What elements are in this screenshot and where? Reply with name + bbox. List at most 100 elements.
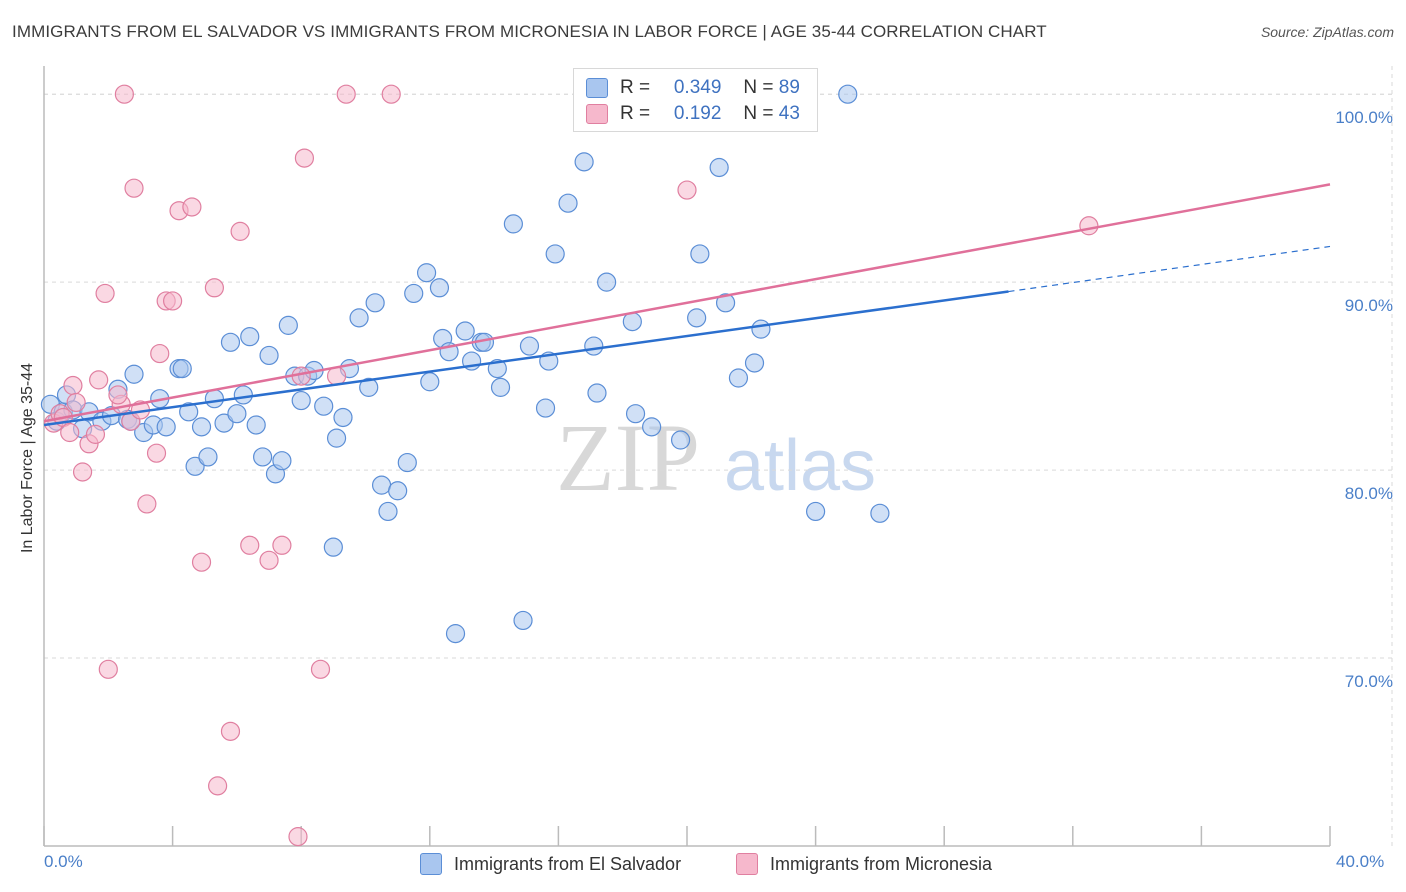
point-el-salvador — [378, 501, 398, 522]
source-label: Source: ZipAtlas.com — [1260, 24, 1394, 40]
bottom-legend-swatch-blue — [420, 853, 442, 875]
point-micronesia — [240, 535, 260, 555]
point-micronesia — [288, 827, 308, 847]
trend-line-el-salvador-extension — [1008, 245, 1331, 293]
point-el-salvador — [429, 278, 450, 298]
point-el-salvador — [397, 452, 417, 473]
point-micronesia — [336, 84, 356, 104]
point-el-salvador — [420, 372, 440, 392]
point-el-salvador — [333, 407, 353, 428]
point-micronesia — [98, 659, 118, 679]
legend-n-label: N = — [743, 103, 774, 124]
point-el-salvador — [214, 413, 234, 433]
point-micronesia — [163, 291, 183, 311]
point-el-salvador — [233, 385, 253, 405]
chart-title: IMMIGRANTS FROM EL SALVADOR VS IMMIGRANT… — [12, 22, 1047, 41]
point-el-salvador — [545, 244, 565, 264]
point-micronesia — [220, 721, 241, 741]
point-el-salvador — [246, 415, 266, 435]
legend-n-value: 43 — [778, 103, 800, 124]
point-el-salvador — [670, 430, 691, 450]
bottom-legend-micronesia: Immigrants from Micronesia — [736, 852, 992, 876]
point-el-salvador — [404, 283, 424, 304]
point-el-salvador — [715, 293, 736, 313]
point-micronesia — [114, 84, 134, 104]
legend-swatch-pink — [586, 104, 608, 124]
trend-lines — [43, 183, 1331, 427]
point-micronesia — [182, 197, 202, 217]
point-el-salvador — [535, 398, 556, 418]
gridlines — [44, 66, 1393, 846]
x-tick-label-max: 40.0% — [1336, 852, 1385, 871]
point-el-salvador — [323, 537, 343, 557]
bottom-legend-label: Immigrants from El Salvador — [454, 853, 682, 874]
point-micronesia — [137, 494, 157, 514]
point-el-salvador — [185, 456, 205, 476]
point-el-salvador — [751, 319, 771, 339]
point-el-salvador — [326, 428, 347, 448]
legend-r-value: 0.192 — [673, 103, 722, 124]
legend-n-label: N = — [743, 77, 774, 98]
point-el-salvador — [204, 389, 224, 409]
point-el-salvador — [455, 321, 475, 341]
point-el-salvador — [838, 84, 858, 104]
point-el-salvador — [198, 447, 218, 467]
point-el-salvador — [558, 193, 578, 213]
legend-n-value: 89 — [778, 77, 800, 98]
point-el-salvador — [574, 152, 594, 172]
watermark-atlas: atlas — [724, 426, 876, 506]
correlation-legend: R = 0.349 N = 89 R = 0.192 N = 43 — [573, 68, 818, 132]
point-el-salvador — [124, 364, 144, 384]
point-el-salvador — [359, 377, 379, 397]
point-micronesia — [677, 180, 697, 200]
bottom-legend-el-salvador: Immigrants from El Salvador — [420, 852, 681, 876]
point-micronesia — [60, 422, 80, 443]
point-el-salvador — [227, 404, 247, 424]
legend-r-label: R = — [620, 77, 651, 98]
legend-row-el-salvador: R = 0.349 N = 89 — [586, 77, 800, 99]
point-micronesia — [89, 370, 109, 390]
y-tick-label: 70.0% — [1344, 672, 1393, 692]
series-el-salvador-points — [40, 84, 890, 644]
point-micronesia — [146, 443, 167, 463]
point-el-salvador — [272, 451, 292, 471]
point-micronesia — [381, 84, 401, 104]
bottom-legend-swatch-pink — [736, 853, 758, 875]
point-micronesia — [310, 659, 331, 679]
watermark: ZIP atlas — [556, 404, 876, 511]
point-el-salvador — [744, 353, 765, 373]
watermark-zip: ZIP — [556, 404, 700, 511]
point-el-salvador — [371, 475, 392, 495]
point-el-salvador — [584, 336, 604, 356]
point-el-salvador — [805, 501, 826, 522]
legend-r-label: R = — [620, 103, 651, 124]
point-micronesia — [72, 462, 93, 482]
series-micronesia-points — [44, 84, 1099, 847]
point-micronesia — [63, 375, 83, 396]
point-el-salvador — [278, 315, 298, 335]
point-el-salvador — [253, 447, 273, 467]
point-el-salvador — [690, 244, 710, 264]
point-el-salvador — [728, 368, 749, 388]
point-micronesia — [294, 148, 315, 168]
point-el-salvador — [191, 417, 212, 437]
x-tick-label-min: 0.0% — [44, 852, 83, 871]
point-el-salvador — [490, 377, 511, 397]
point-micronesia — [204, 278, 224, 298]
point-el-salvador — [240, 327, 260, 347]
point-el-salvador — [503, 214, 523, 234]
point-el-salvador — [388, 481, 408, 501]
point-micronesia — [150, 343, 170, 364]
point-el-salvador — [587, 383, 607, 403]
point-micronesia — [272, 535, 292, 555]
point-el-salvador — [259, 345, 279, 366]
point-el-salvador — [870, 503, 890, 523]
y-tick-label: 90.0% — [1344, 296, 1393, 316]
point-el-salvador — [513, 610, 533, 631]
point-micronesia — [66, 392, 86, 413]
point-el-salvador — [156, 417, 176, 437]
point-micronesia — [230, 221, 250, 241]
y-tick-label: 100.0% — [1335, 108, 1393, 128]
point-el-salvador — [349, 308, 369, 328]
point-el-salvador — [314, 396, 334, 416]
